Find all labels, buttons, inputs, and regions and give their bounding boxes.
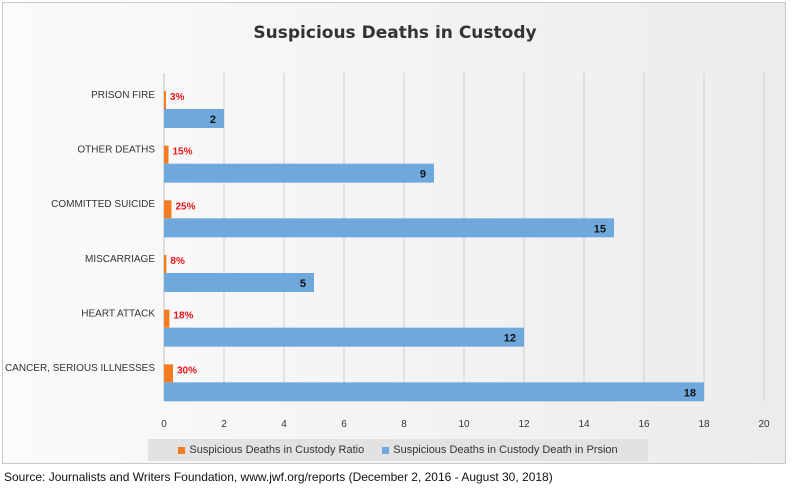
category-label: PRISON FIRE (91, 90, 155, 101)
count-bar (164, 163, 434, 183)
x-tick-label: 16 (638, 419, 650, 430)
count-bar (164, 327, 524, 347)
count-data-label: 18 (684, 387, 696, 399)
chart-title: Suspicious Deaths in Custody (253, 23, 537, 43)
category-label: MISCARRIAGE (85, 254, 155, 265)
count-data-label: 2 (210, 114, 216, 126)
x-tick-label: 20 (758, 419, 770, 430)
legend-item-ratio: Suspicious Deaths in Custody Ratio (178, 444, 364, 456)
ratio-data-label: 30% (177, 365, 197, 376)
x-tick-label: 14 (578, 419, 590, 430)
ratio-bar (164, 309, 170, 328)
legend-swatch-ratio (178, 446, 186, 454)
ratio-data-label: 15% (173, 147, 193, 158)
source-note: Source: Journalists and Writers Foundati… (4, 470, 553, 484)
x-tick-label: 2 (221, 419, 227, 430)
ratio-data-label: 3% (170, 92, 185, 103)
x-tick-label: 0 (161, 419, 167, 430)
count-data-label: 5 (300, 278, 306, 290)
ratio-data-label: 25% (176, 201, 196, 212)
count-data-label: 12 (504, 333, 516, 345)
x-tick-label: 8 (401, 419, 407, 430)
count-bar (164, 109, 224, 128)
x-tick-label: 10 (458, 419, 470, 430)
x-tick-label: 6 (341, 419, 347, 430)
ratio-bar (164, 200, 172, 219)
ratio-data-label: 8% (170, 256, 185, 267)
category-label: HEART ATTACK (81, 308, 155, 319)
chart-frame: Suspicious Deaths in Custody 0 2 4 6 8 10 12 14… (2, 2, 786, 464)
x-tick-label: 4 (281, 419, 287, 430)
legend: Suspicious Deaths in Custody Ratio Suspi… (148, 439, 648, 461)
legend-label-count: Suspicious Deaths in Custody Death in Pr… (393, 444, 618, 456)
x-tick-label: 12 (518, 419, 530, 430)
count-bar (164, 273, 314, 292)
ratio-bar (164, 364, 173, 383)
count-bar (164, 218, 614, 238)
category-label: COMMITTED SUICIDE (51, 199, 155, 210)
ratio-bar (164, 255, 167, 273)
legend-swatch-count (382, 446, 390, 454)
count-data-label: 9 (420, 169, 426, 181)
count-bar (164, 382, 704, 402)
ratio-bar (164, 91, 166, 109)
plot-area: 0 2 4 6 8 10 12 14 16 18 20 PRISON FIRE 3% 2 OTHER DEA… (5, 73, 770, 430)
legend-item-count: Suspicious Deaths in Custody Death in Pr… (382, 444, 618, 456)
ratio-data-label: 18% (173, 311, 193, 322)
category-label: CANCER, SERIOUS ILLNESSES (5, 363, 155, 374)
category-label: OTHER DEATHS (77, 144, 155, 155)
count-data-label: 15 (594, 223, 606, 235)
x-tick-label: 18 (698, 419, 710, 430)
legend-label-ratio: Suspicious Deaths in Custody Ratio (189, 444, 365, 456)
ratio-bar (164, 145, 169, 164)
